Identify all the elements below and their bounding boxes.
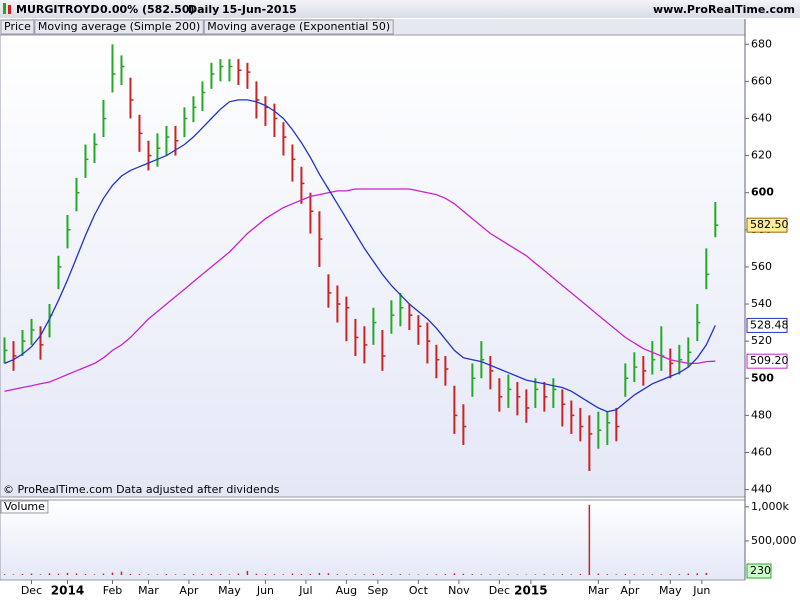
legend-box — [203, 19, 394, 35]
y-tick-label: 500,000 — [751, 534, 797, 547]
date: 15-Jun-2015 — [222, 3, 297, 16]
y-tick-label: 480 — [751, 408, 772, 421]
x-tick-label: Aug — [336, 584, 357, 597]
symbol-icon — [3, 3, 6, 14]
panel-title-box — [0, 500, 49, 514]
price-badge — [746, 353, 788, 369]
price-badge-label: 582.50 — [750, 218, 789, 231]
x-tick-label: 2015 — [514, 584, 547, 598]
change: 0.00% (582.50) — [100, 3, 195, 16]
x-tick-label: Dec — [21, 584, 42, 597]
x-tick-label: Nov — [448, 584, 470, 597]
x-tick-label: 2014 — [51, 584, 84, 598]
x-tick-label: Mar — [138, 584, 159, 597]
price-badge — [746, 317, 788, 333]
y-tick-label: 560 — [751, 260, 772, 273]
volume-badge-label: 230 — [750, 564, 771, 577]
x-tick-label: Oct — [409, 584, 429, 597]
x-tick-label: Mar — [588, 584, 609, 597]
y-tick-label: 600 — [751, 186, 774, 199]
volume-badge — [746, 563, 772, 579]
note: © ProRealTime.com Data adjusted after di… — [3, 483, 280, 496]
x-tick-label: Jun — [256, 584, 274, 597]
x-tick-label: May — [659, 584, 682, 597]
legend-box — [34, 19, 204, 35]
site: www.ProRealTime.com — [653, 3, 795, 16]
x-tick-label: Apr — [179, 584, 199, 597]
y-tick-label: 680 — [751, 37, 772, 50]
y-tick-label: 460 — [751, 445, 772, 458]
moving-average — [4, 188, 716, 392]
symbol-icon — [8, 5, 11, 14]
y-tick-label: 440 — [751, 483, 772, 496]
symbol: MURGITROYD — [16, 3, 100, 16]
legend-entry: Moving average (Exponential 50) — [207, 20, 390, 33]
y-tick-label: 520 — [751, 334, 772, 347]
y-tick-label: 640 — [751, 111, 772, 124]
y-tick-label: 620 — [751, 149, 772, 162]
legend-entry: Price — [4, 20, 31, 33]
legend-entry: Moving average (Simple 200) — [38, 20, 200, 33]
y-tick-label: 1,000k — [751, 500, 789, 513]
period: Daily — [188, 3, 219, 16]
x-tick-label: Feb — [103, 584, 122, 597]
x-tick-label: Sep — [368, 584, 389, 597]
x-tick-label: Dec — [489, 584, 510, 597]
price-badge-label: 509.20 — [750, 354, 789, 367]
price-badge-label: 528.48 — [750, 318, 789, 331]
price-panel — [0, 34, 746, 498]
y-tick-label: 500 — [751, 371, 774, 384]
x-tick-label: Jul — [298, 584, 312, 597]
moving-average — [4, 99, 716, 413]
x-tick-label: Apr — [620, 584, 640, 597]
panel-title: Volume — [4, 500, 45, 513]
header-bar — [0, 0, 800, 18]
y-tick-label: 540 — [751, 297, 772, 310]
x-tick-label: Jun — [692, 584, 710, 597]
price-badge — [746, 217, 788, 233]
volume-panel — [0, 499, 746, 581]
legend-bar — [0, 19, 745, 35]
x-tick-label: May — [218, 584, 241, 597]
legend-box — [0, 19, 35, 35]
y-tick-label: 660 — [751, 74, 772, 87]
